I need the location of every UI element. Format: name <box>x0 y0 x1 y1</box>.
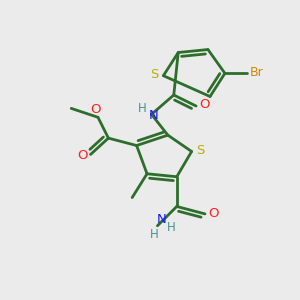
Text: H: H <box>167 221 175 234</box>
Text: N: N <box>157 213 167 226</box>
Text: S: S <box>196 143 205 157</box>
Text: O: O <box>208 207 219 220</box>
Text: O: O <box>90 103 101 116</box>
Text: O: O <box>199 98 210 111</box>
Text: H: H <box>138 102 147 115</box>
Text: N: N <box>149 109 159 122</box>
Text: S: S <box>150 68 159 81</box>
Text: H: H <box>149 228 158 241</box>
Text: O: O <box>77 149 88 162</box>
Text: Br: Br <box>250 66 264 79</box>
